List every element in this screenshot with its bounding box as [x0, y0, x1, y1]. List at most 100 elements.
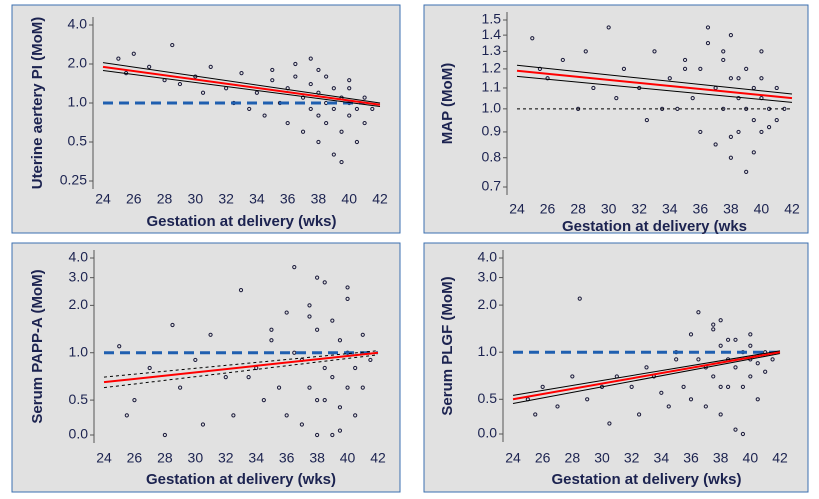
point — [308, 81, 313, 87]
point — [246, 375, 251, 380]
x-tick-label: 34 — [662, 201, 678, 217]
point — [131, 51, 136, 56]
x-tick-label: 32 — [218, 450, 234, 466]
x-tick-label: 24 — [509, 201, 525, 217]
point — [270, 67, 275, 73]
point — [339, 159, 344, 165]
fit-line — [102, 65, 381, 106]
point — [262, 113, 267, 118]
point — [307, 303, 312, 308]
point — [345, 296, 350, 301]
point — [322, 365, 327, 371]
point — [744, 169, 749, 174]
fit-line — [516, 69, 793, 100]
point — [285, 120, 290, 126]
x-tick-label: 28 — [157, 450, 173, 466]
point — [345, 285, 350, 290]
point — [322, 280, 327, 285]
point — [339, 129, 344, 134]
fit-line — [516, 64, 793, 95]
y-tick-label: 1.0 — [68, 94, 88, 110]
x-tick-label: 26 — [535, 450, 551, 466]
y-axis-label: Serum PLGF (MoM) — [439, 276, 456, 415]
point — [269, 338, 274, 343]
point — [728, 155, 733, 160]
y-tick-label: 1.3 — [482, 42, 502, 58]
point — [347, 78, 352, 83]
y-tick-label: 1.0 — [478, 343, 498, 359]
point — [208, 332, 213, 337]
x-tick-label: 36 — [280, 191, 296, 207]
x-tick-label: 30 — [188, 450, 204, 466]
y-tick-label: 4.0 — [478, 249, 498, 265]
point — [659, 390, 664, 395]
point — [748, 343, 753, 348]
point — [116, 56, 121, 61]
x-tick-label: 38 — [311, 191, 327, 207]
point — [316, 67, 321, 73]
point — [530, 36, 535, 41]
point — [147, 365, 152, 371]
point — [763, 369, 768, 374]
point — [307, 314, 312, 319]
point — [728, 33, 733, 38]
point — [545, 76, 550, 81]
x-axis-label: Gestation at delivery (wks — [562, 218, 747, 235]
point — [751, 117, 756, 123]
point — [583, 49, 588, 54]
point — [555, 404, 560, 409]
fit-line — [516, 75, 793, 103]
point — [284, 413, 289, 418]
point — [239, 71, 244, 76]
point — [740, 431, 746, 437]
x-tick-label: 36 — [693, 201, 709, 217]
point — [132, 397, 137, 403]
point — [696, 310, 701, 315]
point — [755, 397, 760, 402]
point — [200, 422, 206, 427]
point — [360, 332, 365, 337]
point — [269, 327, 274, 332]
point — [690, 96, 695, 101]
point — [759, 49, 764, 54]
y-tick-label: 3.0 — [478, 268, 498, 284]
point — [774, 85, 779, 91]
x-tick-label: 40 — [754, 201, 770, 217]
panel — [423, 242, 809, 493]
point — [117, 344, 122, 349]
point — [606, 25, 611, 30]
point — [368, 357, 373, 363]
point — [316, 113, 321, 118]
y-tick-label: 0.7 — [482, 178, 502, 194]
point — [362, 95, 367, 100]
point — [748, 332, 753, 337]
point — [644, 365, 649, 370]
x-tick-label: 42 — [772, 450, 788, 466]
point — [322, 397, 327, 403]
point — [293, 61, 298, 67]
point — [223, 375, 228, 380]
point — [308, 106, 313, 112]
y-tick-label: 2.0 — [69, 296, 89, 312]
point — [607, 421, 612, 426]
point — [733, 427, 738, 432]
point — [354, 106, 360, 112]
y-tick-label: 2.0 — [68, 55, 88, 71]
point — [759, 76, 764, 81]
point — [315, 432, 320, 438]
x-tick-label: 30 — [601, 201, 617, 217]
point — [337, 338, 343, 343]
y-tick-label: 4.0 — [69, 249, 89, 265]
fit-line — [102, 62, 381, 104]
point — [751, 150, 756, 155]
point — [284, 310, 289, 315]
point — [208, 64, 213, 69]
point — [299, 422, 304, 427]
point — [315, 397, 320, 403]
point — [147, 64, 152, 69]
point — [330, 318, 335, 323]
x-tick-label: 28 — [570, 201, 586, 217]
point — [307, 385, 312, 390]
point — [276, 385, 282, 390]
point — [331, 86, 336, 91]
